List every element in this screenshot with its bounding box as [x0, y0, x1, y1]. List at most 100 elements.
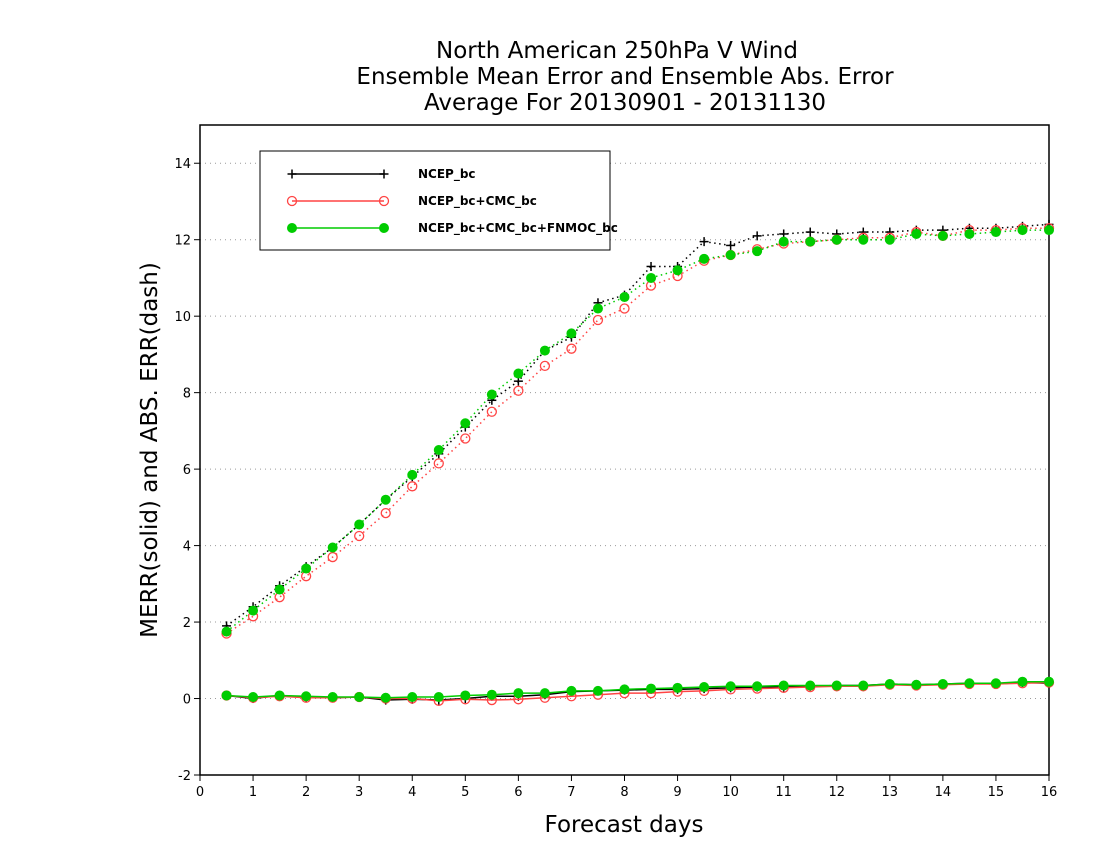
series-1-abs-err-point-10 — [486, 406, 497, 417]
series-2-abs-err-point-23 — [831, 234, 842, 245]
series-2-abs-err-point-11 — [513, 368, 524, 379]
series-2-merr-point-11 — [513, 688, 524, 699]
series-1 — [221, 223, 1055, 706]
series-2-abs-err-point-29 — [990, 227, 1001, 238]
x-tick-label: 8 — [620, 785, 628, 800]
series-2-merr-point-29 — [990, 678, 1001, 689]
series-0-abs-err-line — [226, 223, 1050, 627]
series-2-merr-point-3 — [301, 691, 312, 702]
series-2-merr-point-5 — [354, 692, 365, 702]
title-line-1: North American 250hPa V Wind — [436, 38, 798, 64]
legend-marker-end-0 — [379, 169, 389, 179]
title-line-3: Average For 20130901 - 20131130 — [424, 90, 826, 116]
series-2-abs-err-point-30 — [1017, 225, 1028, 236]
x-tick-label: 1 — [249, 785, 257, 800]
legend: NCEP_bc NCEP_bc+CMC_bc NCEP_bc+CMC_bc+FNMO… — [259, 150, 618, 251]
legend-marker-start-0 — [287, 169, 297, 179]
series-2-abs-err-line — [226, 229, 1049, 633]
x-tick-label: 2 — [302, 785, 310, 800]
series-2-merr-point-12 — [539, 688, 550, 699]
series-2-abs-err-point-21 — [778, 236, 789, 247]
series-2-abs-err-point-22 — [805, 236, 816, 247]
y-tick-label: 8 — [183, 387, 191, 402]
series-1-abs-err-point-12 — [539, 360, 551, 372]
series-2-merr-point-17 — [672, 682, 683, 693]
series-2-merr-point-30 — [1017, 676, 1028, 687]
series-2-abs-err-point-31 — [1044, 225, 1054, 236]
series-2-merr-point-16 — [646, 683, 657, 694]
x-tick-label: 10 — [722, 785, 739, 800]
series-2-merr-point-22 — [805, 680, 816, 691]
legend-marker-start-2 — [287, 223, 297, 233]
series-1-abs-err-point-15 — [619, 303, 630, 314]
legend-label-0: NCEP_bc — [418, 167, 476, 182]
x-tick-label: 11 — [775, 785, 792, 800]
x-tick-label: 0 — [196, 785, 204, 800]
series-2-abs-err-point-26 — [911, 228, 922, 239]
series-0-abs-err-point-18 — [699, 237, 709, 247]
legend-marker-end-2 — [379, 223, 389, 233]
series-2-merr-point-6 — [380, 692, 391, 703]
series-2-merr-point-27 — [937, 679, 948, 689]
series-1-abs-err-point-11 — [513, 385, 524, 396]
series-2-abs-err-point-6 — [380, 494, 391, 505]
series-2-abs-err-point-25 — [884, 234, 895, 245]
series-2-abs-err-point-15 — [619, 292, 630, 303]
y-tick-label: 14 — [174, 157, 191, 172]
series-2-abs-err-point-28 — [964, 228, 975, 239]
series-2-abs-err-point-8 — [433, 445, 444, 455]
series-0-abs-err-point-16 — [646, 261, 656, 271]
x-tick-label: 14 — [935, 785, 952, 800]
series-0-abs-err-point-20 — [752, 231, 762, 241]
series-2-abs-err-point-7 — [407, 469, 418, 480]
series-2-abs-err-point-9 — [460, 418, 471, 429]
y-tick-label: 10 — [174, 310, 191, 325]
legend-marker-end-1 — [378, 195, 390, 207]
series-1-abs-err-point-9 — [460, 433, 471, 444]
series-2-merr-point-4 — [327, 692, 338, 702]
title-line-2: Ensemble Mean Error and Ensemble Abs. Er… — [356, 64, 894, 90]
chart-title: North American 250hPa V Wind Ensemble Me… — [356, 38, 894, 116]
series-2 — [221, 225, 1054, 703]
y-tick-label: 12 — [174, 234, 191, 249]
series-2-merr-point-10 — [486, 689, 497, 700]
x-tick-label: 12 — [828, 785, 845, 800]
series-1-abs-err-point-8 — [433, 458, 444, 469]
y-tick-label: 6 — [183, 463, 191, 478]
y-tick-label: 0 — [183, 693, 191, 708]
x-tick-label: 16 — [1041, 785, 1058, 800]
series-2-merr-point-26 — [911, 679, 922, 690]
x-tick-label: 9 — [673, 785, 681, 800]
series-2-abs-err-point-3 — [301, 563, 312, 574]
x-tick-label: 4 — [408, 785, 416, 800]
series-2-merr-point-21 — [778, 680, 789, 691]
x-tick-label: 3 — [355, 785, 363, 800]
y-tick-label: -2 — [178, 769, 191, 784]
series-0 — [222, 219, 1054, 705]
y-axis-label: MERR(solid) and ABS. ERR(dash) — [137, 262, 163, 638]
series-2-merr-point-1 — [248, 692, 259, 702]
series-2-merr-point-15 — [619, 684, 630, 695]
series-2-merr-point-7 — [407, 692, 418, 702]
series-2-merr-point-24 — [858, 680, 869, 691]
series-2-abs-err-point-4 — [327, 542, 338, 553]
series-2-merr-point-20 — [752, 681, 763, 692]
series-0-abs-err-point-19 — [726, 240, 736, 250]
series-2-merr-point-18 — [699, 682, 710, 693]
series-1-abs-err-point-13 — [566, 343, 577, 354]
series-2-abs-err-point-27 — [937, 230, 948, 241]
series-1-abs-err-point-6 — [380, 507, 391, 519]
series-2-merr-point-31 — [1044, 676, 1054, 687]
series-2-abs-err-point-24 — [858, 234, 869, 245]
series-2-abs-err-point-18 — [699, 253, 710, 264]
x-tick-label: 15 — [988, 785, 1005, 800]
series-2-merr-point-25 — [884, 679, 895, 689]
series-2-merr-point-19 — [725, 681, 736, 692]
y-tick-label: 2 — [183, 616, 191, 631]
series-1-abs-err-line — [226, 227, 1049, 635]
series-2-merr-point-28 — [964, 678, 975, 689]
series-2-abs-err-point-10 — [486, 389, 497, 400]
x-tick-label: 7 — [567, 785, 575, 800]
